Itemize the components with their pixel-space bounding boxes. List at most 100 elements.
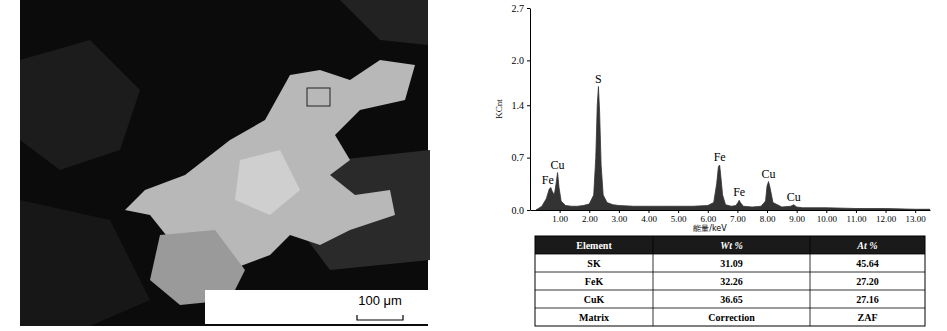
x-tick-label: 12.00 xyxy=(876,214,897,224)
table-cell: Correction xyxy=(708,312,755,323)
table-cell: 27.20 xyxy=(856,276,879,287)
x-tick: 6.00 xyxy=(700,210,716,224)
table-frame xyxy=(535,236,925,326)
element-table: ElementWt %At %SK31.0945.64FeK32.2627.20… xyxy=(535,236,925,326)
table-cell: 32.26 xyxy=(720,276,743,287)
peak-label: Cu xyxy=(787,190,801,204)
x-tick-label: 9.00 xyxy=(789,214,805,224)
x-axis-line xyxy=(531,210,931,211)
x-tick-label: 6.00 xyxy=(700,214,716,224)
x-tick-label: 7.00 xyxy=(730,214,746,224)
table-row-line xyxy=(535,308,925,309)
table-cell: 31.09 xyxy=(720,258,743,269)
x-tick: 2.00 xyxy=(582,210,598,224)
peak-label: Fe xyxy=(733,185,745,199)
x-tick-mark xyxy=(915,210,916,213)
y-tick-mark xyxy=(527,105,530,106)
table-cell: SK xyxy=(587,258,601,269)
x-tick-mark xyxy=(589,210,590,213)
x-tick: 10.00 xyxy=(817,210,838,224)
spectrum xyxy=(536,87,930,210)
scale-bar-panel xyxy=(205,290,428,324)
peak-label: Cu xyxy=(551,158,565,172)
x-tick: 9.00 xyxy=(789,210,805,224)
y-tick: 1.4 xyxy=(512,100,531,111)
figure: 100 μm 1.00 2.00 3.00 4.00 5.00 6.00 7.00 8.00 9.… xyxy=(0,0,947,331)
table-cell: Matrix xyxy=(579,312,609,323)
y-tick-label: 0.0 xyxy=(512,205,525,216)
micrograph: 100 μm xyxy=(20,0,430,326)
x-tick-mark xyxy=(560,210,561,213)
x-tick-label: 10.00 xyxy=(817,214,838,224)
y-axis: 0.0 0.7 1.4 2.0 2.7 xyxy=(512,3,531,216)
y-tick-mark xyxy=(527,8,530,9)
mineral-grain xyxy=(20,40,140,170)
x-tick: 11.00 xyxy=(846,210,866,224)
x-tick: 7.00 xyxy=(730,210,746,224)
peak-label: Cu xyxy=(762,167,776,181)
x-tick-label: 1.00 xyxy=(552,214,568,224)
x-axis: 1.00 2.00 3.00 4.00 5.00 6.00 7.00 8.00 9.00 10.0… xyxy=(531,210,931,224)
y-tick-label: 2.0 xyxy=(512,55,525,66)
table-cell: 36.65 xyxy=(720,294,743,305)
x-tick-label: 8.00 xyxy=(760,214,776,224)
y-tick: 2.0 xyxy=(512,55,531,66)
y-tick-mark xyxy=(527,60,530,61)
x-tick: 12.00 xyxy=(876,210,897,224)
analysis-area xyxy=(307,88,330,106)
x-tick-mark xyxy=(708,210,709,213)
x-tick-label: 2.00 xyxy=(582,214,598,224)
x-tick-label: 13.00 xyxy=(906,214,927,224)
y-tick-mark xyxy=(527,158,530,159)
y-axis-title: KCnt xyxy=(494,99,504,119)
scale-bar xyxy=(357,315,403,320)
y-tick: 2.7 xyxy=(512,3,531,14)
x-tick-mark xyxy=(826,210,827,213)
table-header-cell: Wt % xyxy=(720,240,743,251)
x-tick-mark xyxy=(678,210,679,213)
y-tick: 0.7 xyxy=(512,152,531,163)
table-cell: FeK xyxy=(585,276,604,287)
mineral-grain xyxy=(20,200,150,326)
table-header-cell: At % xyxy=(856,240,877,251)
table-header-bg xyxy=(535,236,925,254)
peak-label: S xyxy=(595,72,602,86)
x-tick-label: 11.00 xyxy=(846,214,866,224)
peak-label: Fe xyxy=(714,150,726,164)
mineral-grain xyxy=(340,0,428,45)
x-tick: 3.00 xyxy=(612,210,628,224)
table-row-line xyxy=(535,272,925,273)
x-tick-mark xyxy=(856,210,857,213)
table-cell: 27.16 xyxy=(856,294,879,305)
peak-labels: FeCuSFeFeCuCu xyxy=(542,72,801,204)
x-tick-label: 5.00 xyxy=(671,214,687,224)
y-axis-line xyxy=(530,9,531,211)
table-row-line xyxy=(535,254,925,255)
x-tick-mark xyxy=(619,210,620,213)
x-tick: 4.00 xyxy=(641,210,657,224)
x-tick-label: 4.00 xyxy=(641,214,657,224)
x-axis-title: 能量/keV xyxy=(693,224,727,233)
table-header-cell: Element xyxy=(576,240,612,251)
x-tick-mark xyxy=(886,210,887,213)
plot-area xyxy=(536,87,930,210)
mineral-grain xyxy=(235,150,300,215)
x-tick-mark xyxy=(737,210,738,213)
x-tick: 13.00 xyxy=(906,210,927,224)
table-cell: ZAF xyxy=(858,312,878,323)
x-tick-mark xyxy=(767,210,768,213)
table-column-line xyxy=(653,236,654,326)
x-tick: 8.00 xyxy=(760,210,776,224)
table-cell: CuK xyxy=(584,294,605,305)
x-tick: 1.00 xyxy=(552,210,568,224)
peak-label: Fe xyxy=(542,173,554,187)
table-row-line xyxy=(535,290,925,291)
x-tick-mark xyxy=(649,210,650,213)
y-tick-mark xyxy=(527,210,530,211)
y-tick: 0.0 xyxy=(512,205,531,216)
table-column-line xyxy=(810,236,811,326)
y-tick-label: 0.7 xyxy=(512,152,525,163)
y-tick-label: 1.4 xyxy=(512,100,525,111)
x-tick: 5.00 xyxy=(671,210,687,224)
y-tick-label: 2.7 xyxy=(512,3,525,14)
